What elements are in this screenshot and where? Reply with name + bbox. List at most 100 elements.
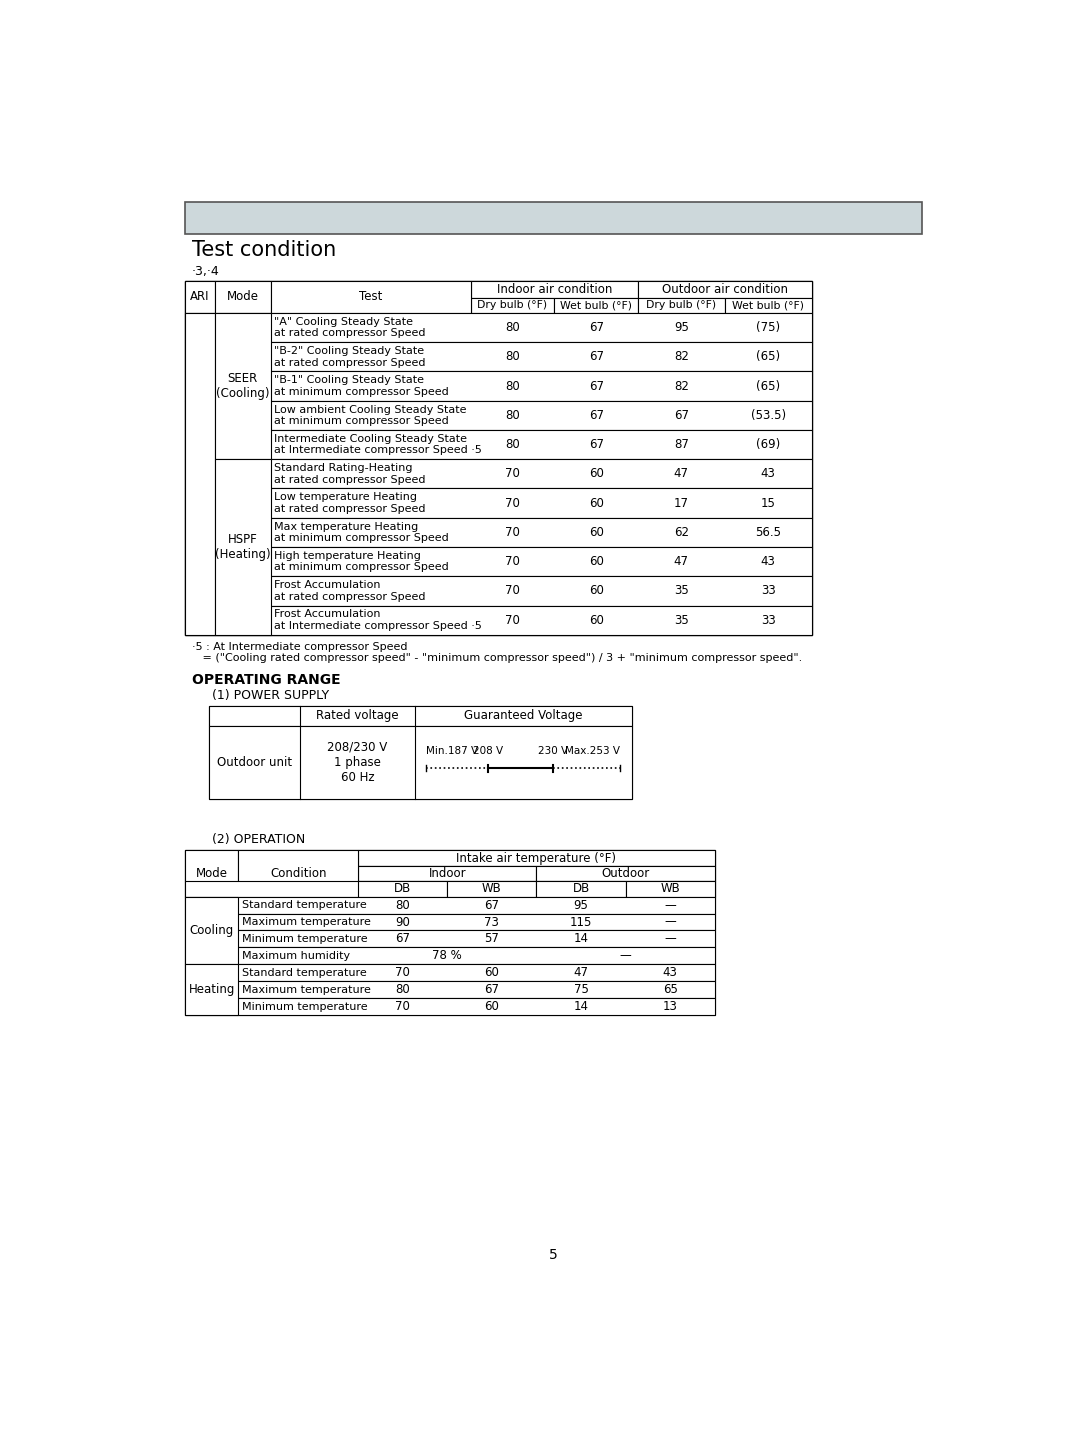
Bar bbox=[625, 881, 715, 897]
Text: 70: 70 bbox=[395, 966, 410, 979]
Text: 80: 80 bbox=[505, 321, 519, 334]
Text: "A" Cooling Steady State
at rated compressor Speed: "A" Cooling Steady State at rated compre… bbox=[274, 317, 426, 338]
Text: Intermediate Cooling Steady State
at Intermediate compressor Speed ‧5: Intermediate Cooling Steady State at Int… bbox=[274, 433, 483, 455]
Bar bbox=[725, 298, 811, 312]
Text: 5: 5 bbox=[549, 1247, 558, 1261]
Text: 80: 80 bbox=[505, 438, 519, 451]
Bar bbox=[186, 865, 715, 881]
Bar bbox=[186, 372, 811, 400]
Text: Minimum temperature: Minimum temperature bbox=[242, 935, 367, 945]
Bar bbox=[238, 851, 359, 897]
Text: 70: 70 bbox=[505, 613, 519, 626]
Bar bbox=[186, 913, 715, 930]
Text: 82: 82 bbox=[674, 380, 689, 393]
Text: 60: 60 bbox=[589, 613, 604, 626]
Text: 67: 67 bbox=[674, 409, 689, 422]
Text: Min.187 V: Min.187 V bbox=[427, 746, 478, 756]
Text: 70: 70 bbox=[395, 1001, 410, 1014]
Text: —: — bbox=[664, 933, 676, 946]
Bar bbox=[186, 965, 238, 1015]
Bar bbox=[186, 930, 715, 948]
Bar bbox=[186, 400, 811, 431]
Bar bbox=[186, 202, 921, 235]
Text: 80: 80 bbox=[505, 380, 519, 393]
Text: DB: DB bbox=[394, 883, 411, 896]
Bar bbox=[215, 459, 271, 635]
Text: Outdoor: Outdoor bbox=[602, 867, 650, 880]
Text: 35: 35 bbox=[674, 585, 689, 598]
Text: 95: 95 bbox=[674, 321, 689, 334]
Text: 70: 70 bbox=[505, 468, 519, 481]
Bar bbox=[186, 998, 715, 1015]
Text: DB: DB bbox=[572, 883, 590, 896]
Text: High temperature Heating
at minimum compressor Speed: High temperature Heating at minimum comp… bbox=[274, 552, 449, 573]
Bar bbox=[186, 431, 811, 459]
Text: 14: 14 bbox=[573, 933, 589, 946]
Text: Test: Test bbox=[359, 291, 382, 304]
Bar bbox=[186, 881, 715, 897]
Text: = ("Cooling rated compressor speed" - "minimum compressor speed") / 3 + "minimum: = ("Cooling rated compressor speed" - "m… bbox=[191, 654, 801, 664]
Bar bbox=[186, 312, 811, 343]
Text: SEER
(Cooling): SEER (Cooling) bbox=[216, 372, 270, 400]
Text: Maximum temperature: Maximum temperature bbox=[242, 917, 370, 927]
Bar bbox=[186, 981, 715, 998]
Text: ‧3,‧4: ‧3,‧4 bbox=[191, 265, 219, 278]
Bar bbox=[537, 881, 625, 897]
Bar bbox=[359, 881, 447, 897]
Text: Outdoor air condition: Outdoor air condition bbox=[662, 282, 787, 295]
Text: 67: 67 bbox=[589, 350, 604, 363]
Text: 80: 80 bbox=[505, 350, 519, 363]
Text: 33: 33 bbox=[760, 613, 775, 626]
Text: (65): (65) bbox=[756, 350, 780, 363]
Bar bbox=[186, 897, 715, 913]
Text: 208/230 V
1 phase
60 Hz: 208/230 V 1 phase 60 Hz bbox=[327, 740, 388, 783]
Bar bbox=[186, 851, 238, 897]
Text: WB: WB bbox=[482, 883, 502, 896]
Text: 15: 15 bbox=[760, 497, 775, 510]
Text: WB: WB bbox=[660, 883, 680, 896]
Text: 60: 60 bbox=[485, 966, 499, 979]
Text: 67: 67 bbox=[485, 899, 499, 912]
Text: 60: 60 bbox=[589, 497, 604, 510]
Text: 80: 80 bbox=[395, 984, 410, 996]
Bar bbox=[186, 488, 811, 518]
Text: Max.253 V: Max.253 V bbox=[565, 746, 620, 756]
Text: 60: 60 bbox=[589, 556, 604, 569]
Text: Dry bulb (°F): Dry bulb (°F) bbox=[646, 300, 716, 310]
Bar bbox=[186, 851, 715, 865]
Bar bbox=[208, 706, 632, 726]
Text: 43: 43 bbox=[663, 966, 677, 979]
Bar bbox=[186, 606, 811, 635]
Text: 70: 70 bbox=[505, 497, 519, 510]
Text: Maximum temperature: Maximum temperature bbox=[242, 985, 370, 995]
Bar bbox=[186, 965, 715, 981]
Text: 57: 57 bbox=[485, 933, 499, 946]
Text: HSPF
(Heating): HSPF (Heating) bbox=[215, 533, 270, 562]
Bar bbox=[208, 706, 632, 799]
Text: 70: 70 bbox=[505, 585, 519, 598]
Bar bbox=[186, 948, 715, 965]
Text: Wet bulb (°F): Wet bulb (°F) bbox=[561, 300, 632, 310]
Text: Guaranteed Voltage: Guaranteed Voltage bbox=[464, 708, 582, 721]
Text: 75: 75 bbox=[573, 984, 589, 996]
Text: Mode: Mode bbox=[227, 291, 259, 304]
Text: —: — bbox=[620, 949, 632, 962]
Text: Low temperature Heating
at rated compressor Speed: Low temperature Heating at rated compres… bbox=[274, 492, 426, 514]
Text: 33: 33 bbox=[760, 585, 775, 598]
Text: 87: 87 bbox=[674, 438, 689, 451]
Text: —: — bbox=[664, 916, 676, 929]
Text: Standard temperature: Standard temperature bbox=[242, 900, 367, 910]
Text: Mode: Mode bbox=[195, 867, 228, 880]
Text: 47: 47 bbox=[573, 966, 589, 979]
Bar bbox=[186, 281, 811, 635]
Bar bbox=[186, 312, 215, 635]
Text: 17: 17 bbox=[674, 497, 689, 510]
Text: 115: 115 bbox=[570, 916, 592, 929]
Text: 95: 95 bbox=[573, 899, 589, 912]
Text: 80: 80 bbox=[505, 409, 519, 422]
Bar bbox=[186, 897, 238, 965]
Text: (65): (65) bbox=[756, 380, 780, 393]
Text: 35: 35 bbox=[674, 613, 689, 626]
Text: Outdoor unit: Outdoor unit bbox=[217, 756, 292, 769]
Bar bbox=[638, 298, 725, 312]
